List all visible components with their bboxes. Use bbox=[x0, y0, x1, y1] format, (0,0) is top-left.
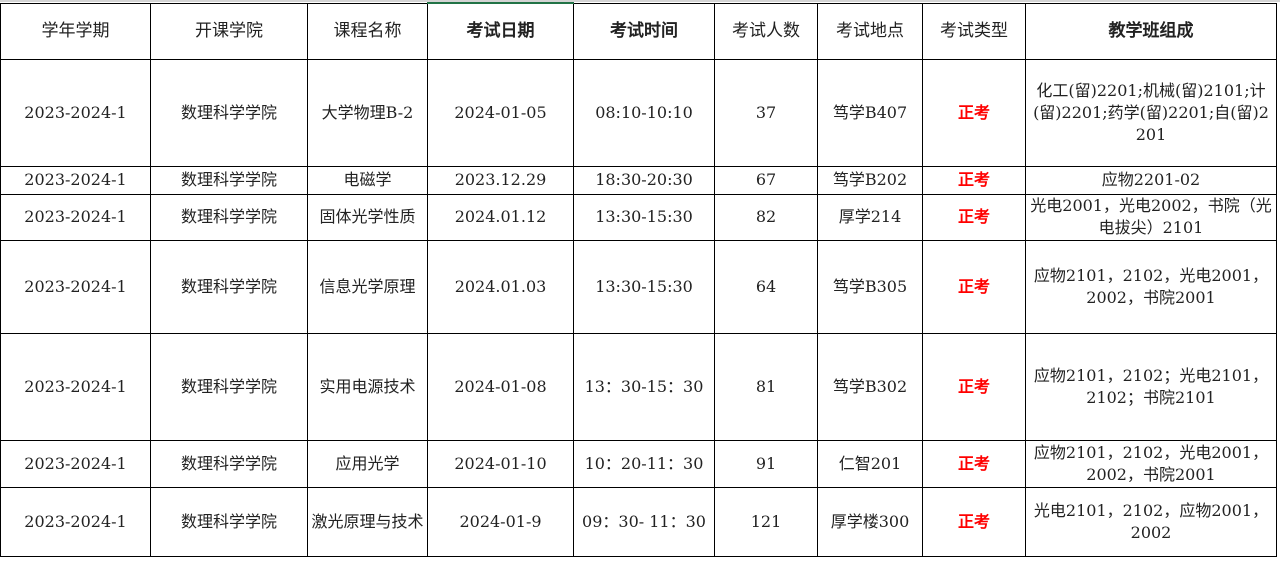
cell-semester[interactable]: 2023-2024-1 bbox=[0, 193, 151, 241]
cell-exam-date[interactable]: 2024-01-10 bbox=[427, 439, 574, 488]
header-course-name[interactable]: 课程名称 bbox=[307, 2, 428, 60]
cell-exam-count[interactable]: 91 bbox=[714, 439, 818, 488]
header-semester[interactable]: 学年学期 bbox=[0, 2, 151, 60]
cell-college[interactable]: 数理科学学院 bbox=[150, 239, 308, 334]
cell-exam-date[interactable]: 2024.01.12 bbox=[427, 193, 574, 241]
header-exam-type[interactable]: 考试类型 bbox=[922, 2, 1026, 60]
cell-exam-location[interactable]: 笃学B302 bbox=[817, 332, 923, 441]
cell-exam-location[interactable]: 仁智201 bbox=[817, 439, 923, 488]
cell-course-name[interactable]: 应用光学 bbox=[307, 439, 428, 488]
cell-class-composition[interactable]: 光电2101，2102，应物2001，2002 bbox=[1025, 486, 1277, 557]
cell-exam-time[interactable]: 13：30-15：30 bbox=[573, 332, 715, 441]
cell-exam-time[interactable]: 13:30-15:30 bbox=[573, 193, 715, 241]
cell-exam-count[interactable]: 67 bbox=[714, 165, 818, 195]
cell-exam-count[interactable]: 82 bbox=[714, 193, 818, 241]
cell-exam-location[interactable]: 厚学214 bbox=[817, 193, 923, 241]
cell-college[interactable]: 数理科学学院 bbox=[150, 193, 308, 241]
cell-exam-type[interactable]: 正考 bbox=[922, 58, 1026, 167]
cell-college[interactable]: 数理科学学院 bbox=[150, 439, 308, 488]
cell-exam-type[interactable]: 正考 bbox=[922, 165, 1026, 195]
cell-semester[interactable]: 2023-2024-1 bbox=[0, 239, 151, 334]
cell-exam-location[interactable]: 笃学B407 bbox=[817, 58, 923, 167]
table-row: 2023-2024-1 数理科学学院 应用光学 2024-01-10 10：20-11：… bbox=[0, 439, 1277, 488]
cell-college[interactable]: 数理科学学院 bbox=[150, 332, 308, 441]
cell-class-composition[interactable]: 光电2001，光电2002，书院（光电拔尖）2101 bbox=[1025, 193, 1277, 241]
cell-course-name[interactable]: 大学物理B-2 bbox=[307, 58, 428, 167]
cell-exam-location[interactable]: 笃学B305 bbox=[817, 239, 923, 334]
cell-class-composition[interactable]: 化工(留)2201;机械(留)2101;计(留)2201;药学(留)2201;自… bbox=[1025, 58, 1277, 167]
cell-exam-type[interactable]: 正考 bbox=[922, 332, 1026, 441]
header-exam-count[interactable]: 考试人数 bbox=[714, 2, 818, 60]
table-row: 2023-2024-1 数理科学学院 实用电源技术 2024-01-08 13：30-1… bbox=[0, 332, 1277, 441]
cell-exam-date[interactable]: 2024.01.03 bbox=[427, 239, 574, 334]
cell-college[interactable]: 数理科学学院 bbox=[150, 165, 308, 195]
cell-exam-type[interactable]: 正考 bbox=[922, 239, 1026, 334]
cell-class-composition[interactable]: 应物2101，2102，光电2001，2002，书院2001 bbox=[1025, 239, 1277, 334]
cell-course-name[interactable]: 信息光学原理 bbox=[307, 239, 428, 334]
cell-course-name[interactable]: 实用电源技术 bbox=[307, 332, 428, 441]
cell-exam-count[interactable]: 81 bbox=[714, 332, 818, 441]
cell-exam-count[interactable]: 121 bbox=[714, 486, 818, 557]
cell-class-composition[interactable]: 应物2101，2102，光电2001，2002，书院2001 bbox=[1025, 439, 1277, 488]
header-class-composition[interactable]: 教学班组成 bbox=[1025, 2, 1277, 60]
cell-exam-date[interactable]: 2024-01-9 bbox=[427, 486, 574, 557]
cell-exam-date[interactable]: 2024-01-05 bbox=[427, 58, 574, 167]
cell-class-composition[interactable]: 应物2101，2102；光电2101，2102；书院2101 bbox=[1025, 332, 1277, 441]
cell-exam-time[interactable]: 13:30-15:30 bbox=[573, 239, 715, 334]
cell-course-name[interactable]: 电磁学 bbox=[307, 165, 428, 195]
cell-exam-time[interactable]: 18:30-20:30 bbox=[573, 165, 715, 195]
cell-exam-date[interactable]: 2024-01-08 bbox=[427, 332, 574, 441]
cell-exam-count[interactable]: 37 bbox=[714, 58, 818, 167]
cell-semester[interactable]: 2023-2024-1 bbox=[0, 439, 151, 488]
cell-exam-time[interactable]: 10：20-11：30 bbox=[573, 439, 715, 488]
cell-exam-type[interactable]: 正考 bbox=[922, 439, 1026, 488]
header-exam-date[interactable]: 考试日期 bbox=[427, 2, 574, 60]
table-row: 2023-2024-1 数理科学学院 大学物理B-2 2024-01-05 08:10-… bbox=[0, 58, 1277, 167]
cell-semester[interactable]: 2023-2024-1 bbox=[0, 332, 151, 441]
table-row: 2023-2024-1 数理科学学院 激光原理与技术 2024-01-9 09：30- … bbox=[0, 486, 1277, 557]
table-row: 2023-2024-1 数理科学学院 电磁学 2023.12.29 18:30-20:3… bbox=[0, 165, 1277, 195]
cell-exam-location[interactable]: 笃学B202 bbox=[817, 165, 923, 195]
cell-exam-location[interactable]: 厚学楼300 bbox=[817, 486, 923, 557]
cell-course-name[interactable]: 固体光学性质 bbox=[307, 193, 428, 241]
cell-exam-type[interactable]: 正考 bbox=[922, 486, 1026, 557]
cell-college[interactable]: 数理科学学院 bbox=[150, 58, 308, 167]
table-row: 2023-2024-1 数理科学学院 固体光学性质 2024.01.12 13:30-1… bbox=[0, 193, 1277, 241]
cell-semester[interactable]: 2023-2024-1 bbox=[0, 486, 151, 557]
cell-course-name[interactable]: 激光原理与技术 bbox=[307, 486, 428, 557]
cell-exam-time[interactable]: 09：30- 11：30 bbox=[573, 486, 715, 557]
cell-exam-count[interactable]: 64 bbox=[714, 239, 818, 334]
cell-semester[interactable]: 2023-2024-1 bbox=[0, 58, 151, 167]
cell-exam-type[interactable]: 正考 bbox=[922, 193, 1026, 241]
header-exam-time[interactable]: 考试时间 bbox=[573, 2, 715, 60]
cell-exam-date[interactable]: 2023.12.29 bbox=[427, 165, 574, 195]
header-exam-location[interactable]: 考试地点 bbox=[817, 2, 923, 60]
cell-class-composition[interactable]: 应物2201-02 bbox=[1025, 165, 1277, 195]
table-row: 2023-2024-1 数理科学学院 信息光学原理 2024.01.03 13:30-1… bbox=[0, 239, 1277, 334]
header-row: 学年学期 开课学院 课程名称 考试日期 考试时间 考试人数 考试地点 考试类型 … bbox=[0, 2, 1277, 60]
cell-semester[interactable]: 2023-2024-1 bbox=[0, 165, 151, 195]
cell-college[interactable]: 数理科学学院 bbox=[150, 486, 308, 557]
cell-exam-time[interactable]: 08:10-10:10 bbox=[573, 58, 715, 167]
header-college[interactable]: 开课学院 bbox=[150, 2, 308, 60]
sheet-gridline bbox=[0, 0, 1280, 2]
